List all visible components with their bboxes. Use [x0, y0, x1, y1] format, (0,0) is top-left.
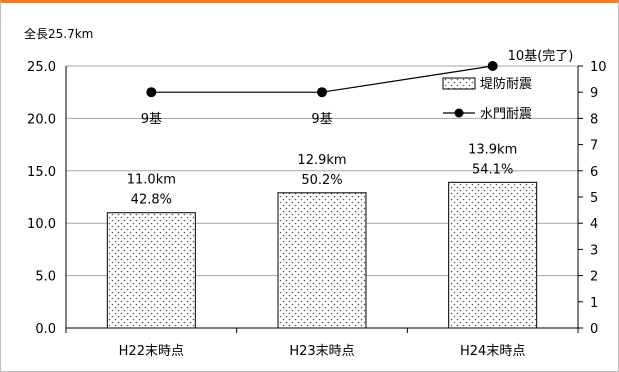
left-axis-tick-label: 5.0 [35, 270, 56, 285]
line-series [146, 61, 498, 98]
left-axis-tick-label: 10.0 [27, 217, 56, 232]
category-label: H23末時点 [289, 344, 354, 359]
axes: 0.0 5.0 10.0 15.0 20.0 25.0 0 1 2 3 4 5 6 7 8 9 10 H22末時点… [27, 60, 607, 359]
bar-series [106, 181, 538, 329]
bar-label-percent: 42.8% [131, 193, 172, 208]
bar-label-length: 11.0km [127, 173, 176, 188]
line-point [487, 61, 498, 71]
category-label: H24末時点 [460, 344, 525, 359]
right-axis-tick-label: 9 [590, 86, 598, 101]
left-axis-tick-label: 0.0 [35, 322, 56, 337]
legend-swatch-bar [442, 77, 476, 90]
line-label: 9基 [311, 112, 332, 127]
left-axis-tick-label: 20.0 [27, 112, 56, 127]
right-axis-tick-label: 0 [590, 322, 598, 337]
data-labels: 11.0km 42.8% 12.9km 50.2% 13.9km 54.1% 9基 9基 10基… [127, 49, 574, 208]
right-axis-tick-label: 3 [590, 243, 598, 258]
bar [277, 192, 367, 329]
legend-label-bar: 堤防耐震 [480, 76, 532, 92]
right-axis-tick-label: 7 [590, 139, 598, 154]
bar-label-length: 12.9km [297, 153, 346, 168]
right-axis-tick-label: 10 [590, 60, 607, 75]
legend-swatch-marker [454, 108, 464, 118]
category-label: H22末時点 [119, 344, 184, 359]
right-axis-tick-label: 8 [590, 112, 598, 127]
unit-label: 全長25.7km [24, 26, 93, 41]
bar [448, 181, 538, 329]
right-axis-tick-label: 1 [590, 296, 598, 311]
bar-label-percent: 50.2% [301, 173, 342, 188]
right-axis-tick-label: 2 [590, 270, 598, 285]
line-point [146, 87, 157, 98]
line-point [317, 87, 327, 98]
bar [106, 212, 196, 329]
bar-label-percent: 54.1% [472, 162, 513, 177]
line-label: 10基(完了) [508, 49, 574, 64]
line-label: 9基 [141, 112, 162, 127]
left-axis-tick-label: 15.0 [27, 165, 56, 180]
left-axis-tick-label: 25.0 [27, 60, 56, 75]
right-axis-tick-label: 6 [590, 165, 598, 180]
right-axis-tick-label: 4 [590, 217, 598, 232]
bar-label-length: 13.9km [468, 142, 517, 157]
right-axis-tick-label: 5 [590, 191, 598, 206]
legend-label-line: 水門耐震 [480, 107, 532, 122]
